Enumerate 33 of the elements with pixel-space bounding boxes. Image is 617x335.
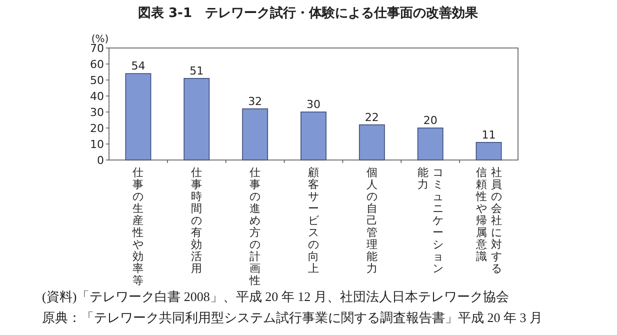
y-axis-title: (%) xyxy=(91,34,109,45)
category-label: 仕事の生産性や効率等 xyxy=(132,166,144,287)
data-label: 11 xyxy=(482,128,496,142)
category-label: 社員の会社に対する信頼性や帰属意識 xyxy=(476,166,502,275)
data-label: 32 xyxy=(248,94,262,108)
data-label: 30 xyxy=(306,98,320,111)
y-tick-label: 70 xyxy=(90,42,104,55)
bar xyxy=(358,124,385,160)
category-label: 仕事時間の有効活用 xyxy=(191,166,202,275)
data-label: 22 xyxy=(364,110,379,124)
y-tick-label: 30 xyxy=(90,106,104,119)
y-tick-label: 0 xyxy=(97,154,104,167)
data-label: 51 xyxy=(190,64,204,78)
bar xyxy=(242,108,268,160)
category-label: 顧客サービスの向上 xyxy=(308,166,319,275)
data-label: 54 xyxy=(131,60,146,73)
category-label: コミュニケーション能力 xyxy=(417,166,444,275)
data-label: 20 xyxy=(423,114,438,127)
y-tick-label: 60 xyxy=(90,58,104,71)
bar xyxy=(184,78,210,160)
text: 原典：「テレワーク共同利用型システム試行事業に関する調査報告書」平成 20 年 3 月 xyxy=(42,310,542,325)
y-tick-label: 50 xyxy=(90,74,104,87)
bar xyxy=(417,128,444,160)
bar xyxy=(476,142,502,160)
y-tick-label: 10 xyxy=(90,138,104,151)
y-tick-label: 20 xyxy=(90,122,104,135)
y-tick-label: 40 xyxy=(90,90,104,103)
bar xyxy=(125,73,152,160)
chart-title: 図表 3-1 テレワーク試行・体験による仕事面の改善効果 xyxy=(138,5,480,21)
category-label: 仕事の進め方の計画性 xyxy=(250,166,261,287)
bar xyxy=(300,112,326,160)
category-label: 個人の自己管理能力 xyxy=(366,166,378,275)
text: (資料)「テレワーク白書 2008」、平成 20 年 12 月、社団法人日本テレワーク協会 xyxy=(42,289,509,304)
